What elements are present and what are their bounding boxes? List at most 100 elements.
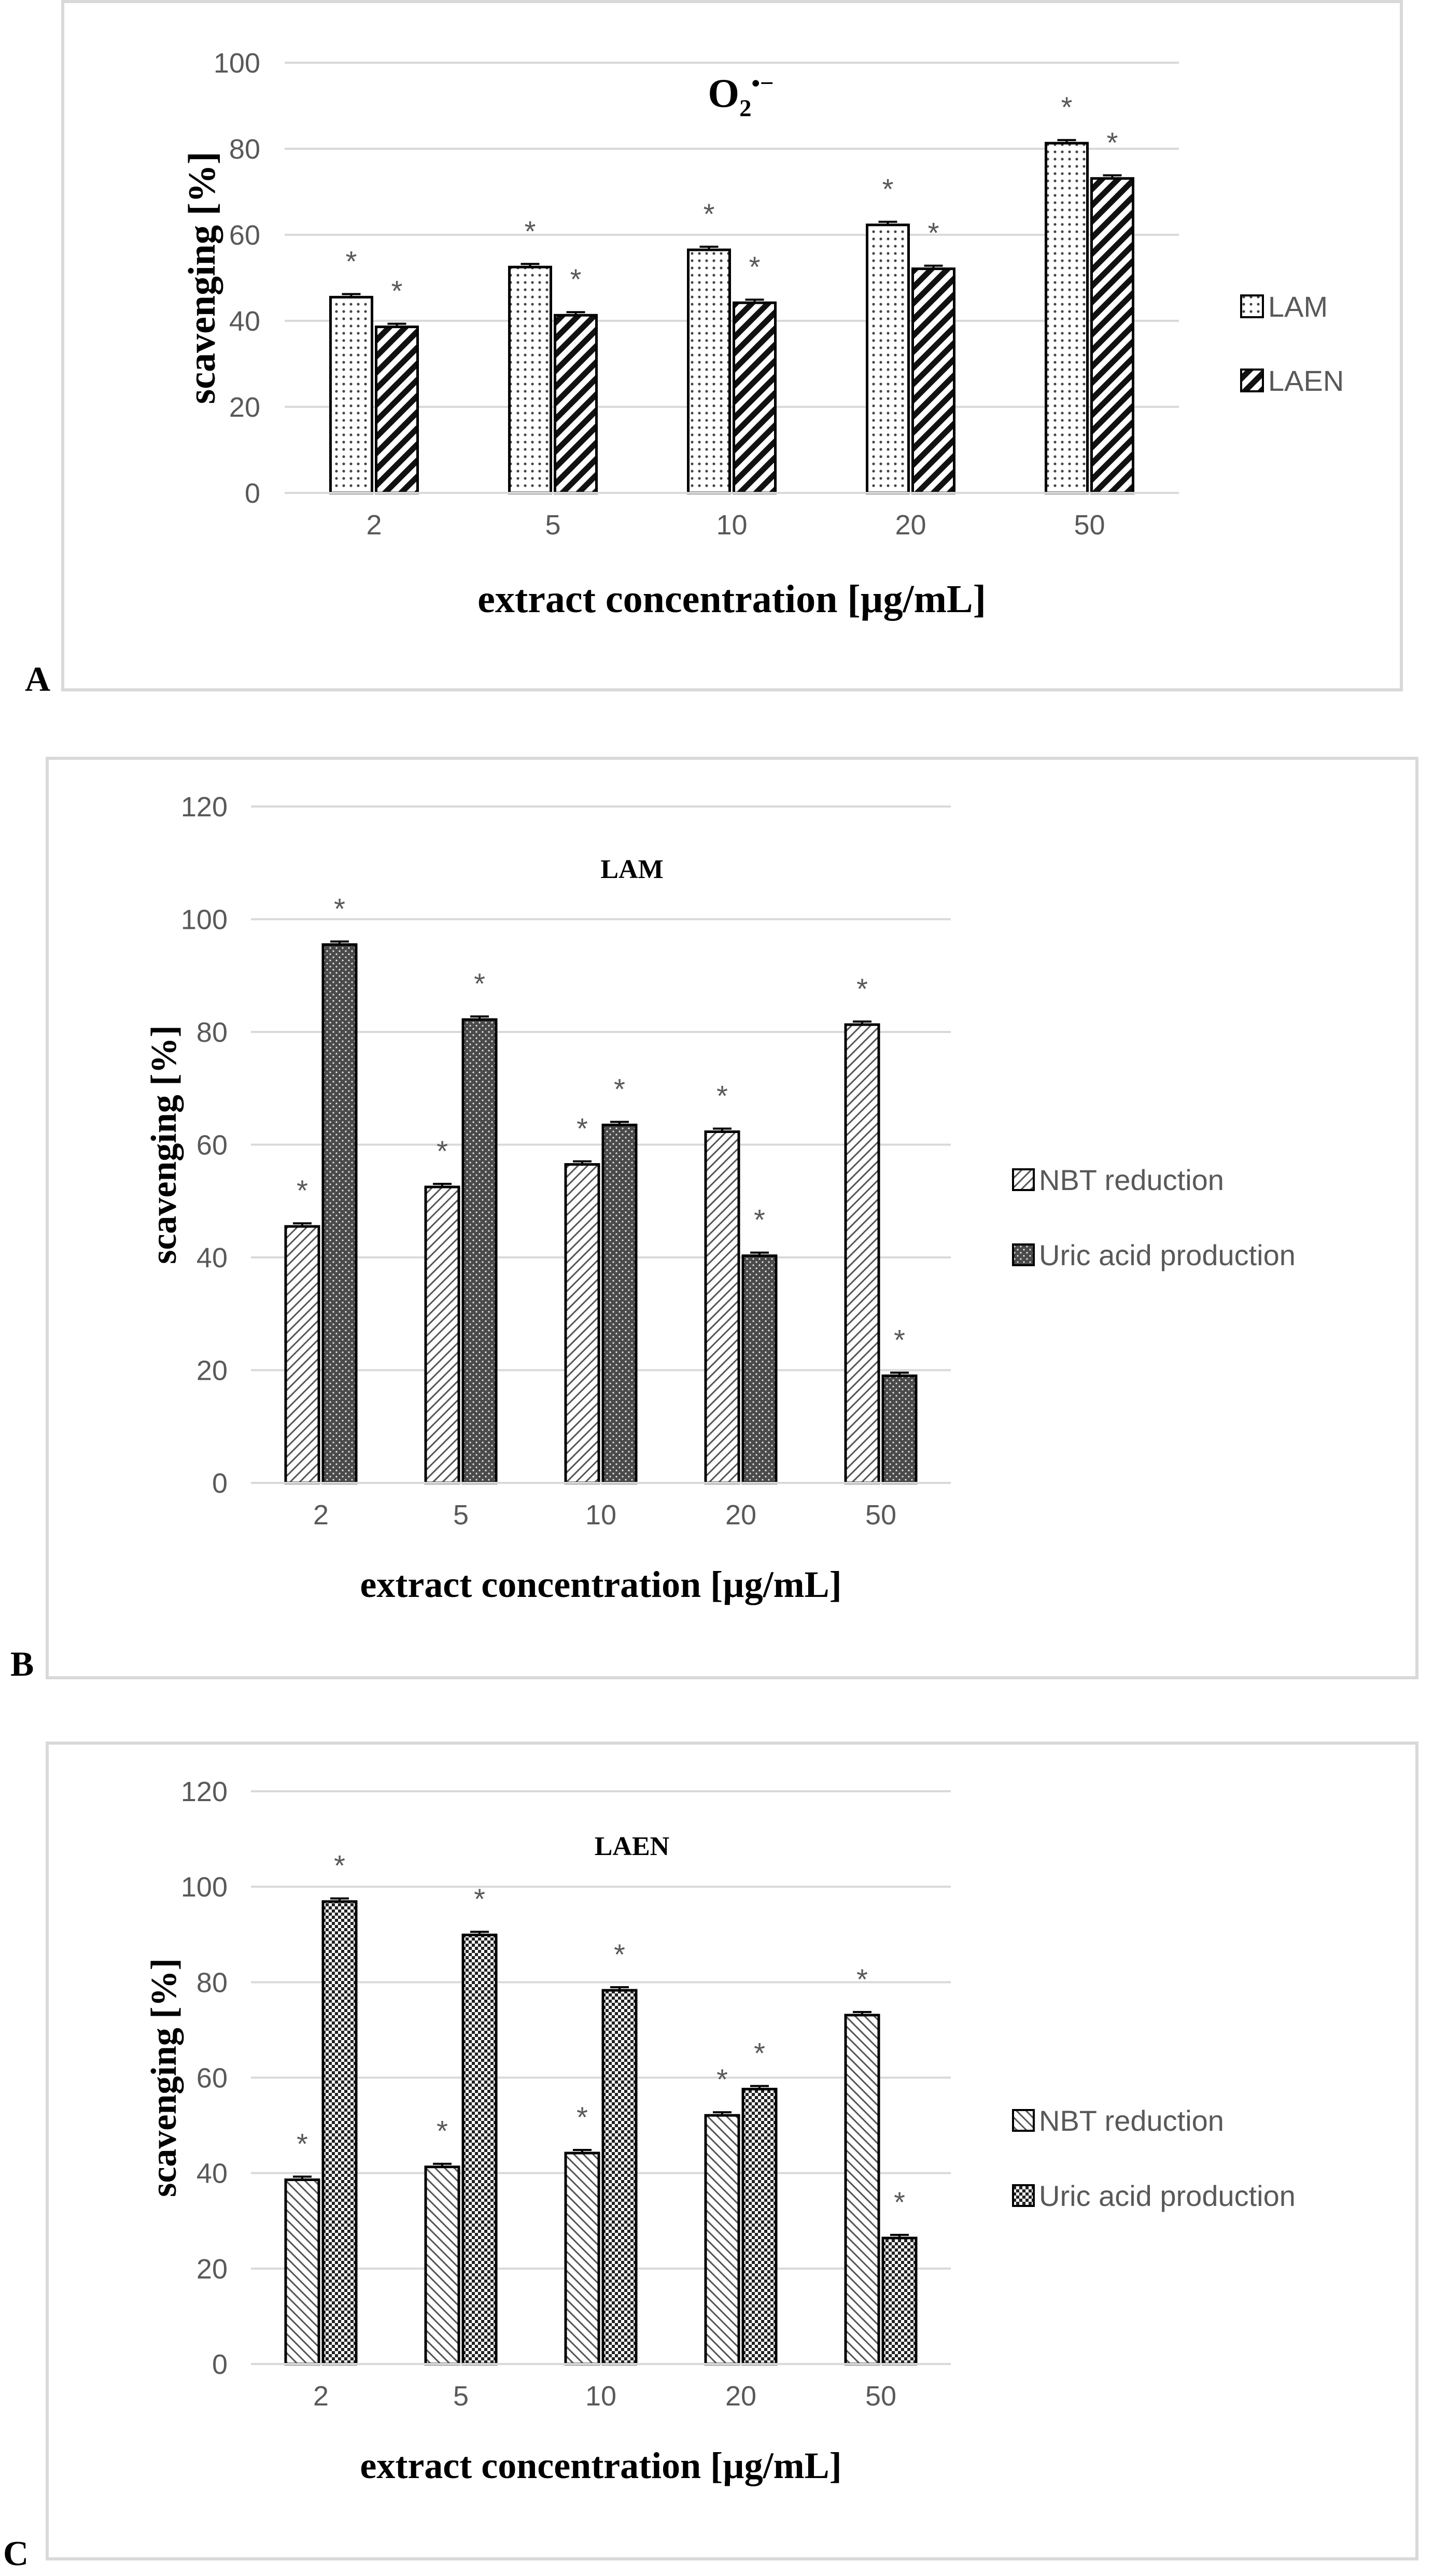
chart-title-superscript: •− bbox=[752, 70, 774, 97]
significance-star: * bbox=[334, 892, 345, 925]
y-axis-title: scavenging [%] bbox=[181, 151, 223, 404]
x-tick-label: 10 bbox=[716, 509, 747, 541]
y-tick-label: 40 bbox=[229, 306, 260, 337]
significance-star: * bbox=[716, 2063, 728, 2096]
chart-title: O2•− bbox=[708, 70, 774, 122]
significance-star: * bbox=[346, 245, 357, 277]
significance-star: * bbox=[334, 1849, 345, 1882]
legend-swatch bbox=[1240, 294, 1264, 318]
x-axis-title: extract concentration [µg/mL] bbox=[360, 1564, 841, 1605]
x-tick-label: 5 bbox=[453, 1499, 469, 1531]
chart-b: 0 20 40 60 80 100 120 2 * * 5 * * 10 * * 20 * * 50 * * LAM extr… bbox=[144, 791, 1296, 1605]
bar bbox=[1090, 177, 1134, 494]
significance-star: * bbox=[1061, 91, 1073, 123]
bar bbox=[741, 1254, 778, 1484]
bar bbox=[424, 2165, 460, 2366]
panel-letter-a: A bbox=[25, 659, 51, 699]
x-tick-label: 10 bbox=[585, 1499, 616, 1531]
chart-title-subscript: 2 bbox=[739, 95, 751, 122]
bar bbox=[733, 301, 777, 494]
chart-title-main: LAEN bbox=[595, 1832, 669, 1861]
bar bbox=[554, 314, 598, 494]
y-axis-title: scavenging [%] bbox=[144, 1025, 184, 1264]
legend-label: LAM bbox=[1268, 290, 1328, 323]
x-tick-label: 2 bbox=[313, 2381, 329, 2412]
y-tick-label: 0 bbox=[212, 1468, 228, 1499]
significance-star: * bbox=[577, 1112, 588, 1145]
significance-star: * bbox=[297, 1174, 308, 1207]
bar bbox=[461, 1933, 498, 2366]
bar bbox=[704, 2114, 740, 2366]
bar bbox=[844, 1023, 880, 1484]
bar bbox=[881, 2237, 918, 2366]
x-tick-label: 5 bbox=[453, 2381, 469, 2412]
y-axis-title: scavenging [%] bbox=[144, 1958, 184, 2197]
bar bbox=[601, 1123, 638, 1484]
chart-title: LAEN bbox=[595, 1832, 669, 1861]
bar bbox=[911, 267, 955, 494]
significance-star: * bbox=[704, 197, 715, 230]
y-tick-label: 60 bbox=[229, 220, 260, 251]
bar bbox=[321, 943, 358, 1484]
y-tick-label: 60 bbox=[196, 1130, 228, 1161]
x-tick-label: 10 bbox=[585, 2381, 616, 2412]
y-tick-label: 0 bbox=[212, 2349, 228, 2380]
significance-star: * bbox=[882, 173, 894, 205]
y-tick-label: 80 bbox=[196, 1967, 228, 1998]
legend-label: NBT reduction bbox=[1039, 2104, 1224, 2137]
x-axis-title: extract concentration [µg/mL] bbox=[360, 2445, 841, 2486]
significance-star: * bbox=[754, 1204, 765, 1236]
y-tick-label: 0 bbox=[245, 478, 260, 509]
significance-star: * bbox=[391, 275, 403, 307]
chart-title: LAM bbox=[600, 855, 663, 884]
bar bbox=[1045, 141, 1089, 494]
legend-label: Uric acid production bbox=[1039, 2179, 1296, 2212]
panel-b: 0 20 40 60 80 100 120 2 * * 5 * * 10 * * 20 * * 50 * * LAM extr… bbox=[46, 757, 1418, 1679]
legend-label: LAEN bbox=[1268, 364, 1344, 397]
bar bbox=[881, 1374, 918, 1484]
legend-label: Uric acid production bbox=[1039, 1239, 1296, 1271]
panel-letter-b: B bbox=[10, 1644, 34, 1683]
x-axis-title: extract concentration [µg/mL] bbox=[477, 577, 986, 621]
y-tick-label: 80 bbox=[229, 134, 260, 165]
panel-c: 0 20 40 60 80 100 120 2 * * 5 * * 10 * * 20 * * 50 * * LAEN ext… bbox=[46, 1742, 1418, 2560]
bar bbox=[284, 2178, 320, 2366]
bar bbox=[844, 2014, 880, 2366]
y-tick-label: 20 bbox=[196, 1355, 228, 1386]
bar bbox=[461, 1018, 498, 1484]
y-tick-label: 40 bbox=[196, 1242, 228, 1273]
bar bbox=[704, 1130, 740, 1484]
bar bbox=[329, 295, 373, 494]
legend-swatch bbox=[1012, 1243, 1035, 1266]
legend-swatch bbox=[1012, 2109, 1035, 2132]
significance-star: * bbox=[297, 2128, 308, 2160]
chart-c: 0 20 40 60 80 100 120 2 * * 5 * * 10 * * 20 * * 50 * * LAEN ext… bbox=[144, 1776, 1296, 2486]
panel-letter-c: C bbox=[3, 2533, 29, 2573]
y-tick-label: 20 bbox=[196, 2254, 228, 2285]
significance-star: * bbox=[614, 1938, 625, 1971]
y-tick-label: 40 bbox=[196, 2158, 228, 2189]
bar bbox=[424, 1185, 460, 1484]
legend-swatch bbox=[1012, 1168, 1035, 1191]
bar bbox=[321, 1900, 358, 2366]
y-tick-label: 100 bbox=[181, 904, 228, 936]
significance-star: * bbox=[474, 1883, 485, 1915]
bar bbox=[564, 1163, 600, 1484]
significance-star: * bbox=[716, 1079, 728, 1112]
significance-star: * bbox=[437, 1135, 448, 1167]
significance-star: * bbox=[754, 2037, 765, 2070]
significance-star: * bbox=[577, 2101, 588, 2133]
bar bbox=[284, 1225, 320, 1484]
bar bbox=[564, 2152, 600, 2366]
bar bbox=[687, 248, 731, 494]
bar bbox=[741, 2088, 778, 2366]
y-tick-label: 120 bbox=[181, 791, 228, 823]
chart-title-main: LAM bbox=[600, 855, 663, 884]
y-tick-label: 60 bbox=[196, 2063, 228, 2094]
chart-title-main: O bbox=[708, 70, 739, 116]
bar bbox=[508, 265, 552, 494]
significance-star: * bbox=[928, 217, 939, 249]
bar bbox=[375, 325, 419, 494]
significance-star: * bbox=[474, 967, 485, 1000]
x-tick-label: 20 bbox=[725, 1499, 756, 1531]
